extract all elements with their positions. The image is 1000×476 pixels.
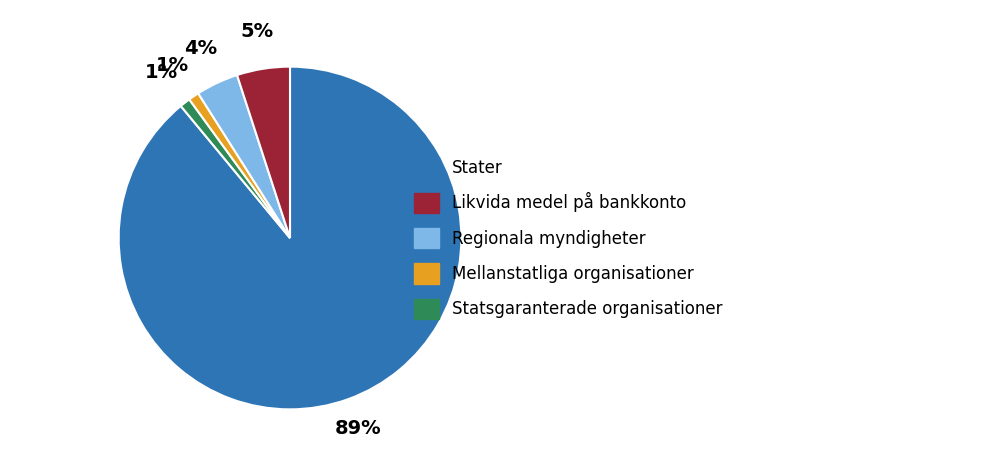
Text: 1%: 1% [145, 63, 178, 82]
Text: 89%: 89% [335, 419, 382, 438]
Wedge shape [198, 75, 290, 238]
Wedge shape [237, 67, 290, 238]
Text: 5%: 5% [241, 22, 274, 41]
Legend: Stater, Likvida medel på bankkonto, Regionala myndigheter, Mellanstatliga organi: Stater, Likvida medel på bankkonto, Regi… [405, 149, 731, 327]
Wedge shape [189, 93, 290, 238]
Wedge shape [181, 99, 290, 238]
Wedge shape [119, 67, 461, 409]
Text: 4%: 4% [184, 40, 218, 59]
Text: 1%: 1% [156, 56, 189, 75]
